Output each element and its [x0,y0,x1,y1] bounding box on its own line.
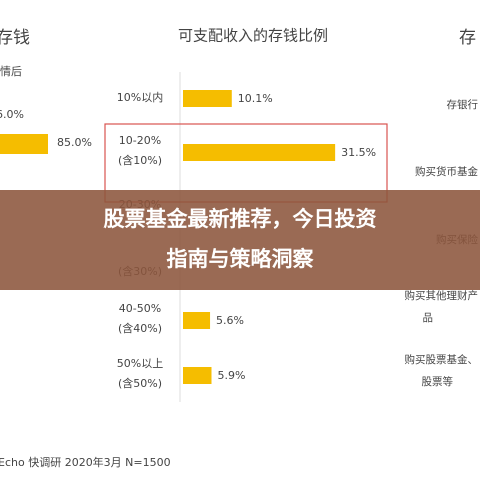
banner-line: 股票基金最新推荐，今日投资 [104,207,377,231]
left-label: 6.0% [0,108,24,121]
right-title: 存 [459,28,476,48]
right-label: 股票等 [422,375,454,388]
value-label: 10.1% [238,92,273,105]
category-sublabel: (含10%) [118,153,162,167]
bar [183,144,336,161]
right-label: 购买其他理财产 [405,289,479,302]
bar [183,312,211,329]
right-label: 购买股票基金、 [405,353,479,366]
footer: Echo 快调研 2020年3月 N=1500 [0,455,171,469]
value-label: 5.9% [217,369,245,382]
right-label: 品 [423,312,434,324]
category-label: 50%以上 [117,357,163,370]
banner [0,190,480,290]
right-label: 存银行 [447,98,479,111]
value-label: 31.5% [341,146,376,159]
chart-title: 可支配收入的存钱比例 [178,27,328,45]
bar [183,90,232,107]
bar [183,367,212,384]
category-sublabel: (含50%) [118,376,162,390]
category-label: 40-50% [119,302,161,315]
left-label: 85.0% [57,136,92,149]
right-label: 购买货币基金 [415,165,478,178]
category-label: 10%以内 [117,90,163,104]
category-label: 10-20% [119,134,161,147]
banner-line: 指南与策略洞察 [167,247,315,271]
category-sublabel: (含40%) [118,321,162,335]
value-label: 5.6% [216,314,244,327]
left-bar [0,134,48,154]
left-title: 存钱 [0,28,30,48]
left-subtitle: 情后 [0,65,22,78]
